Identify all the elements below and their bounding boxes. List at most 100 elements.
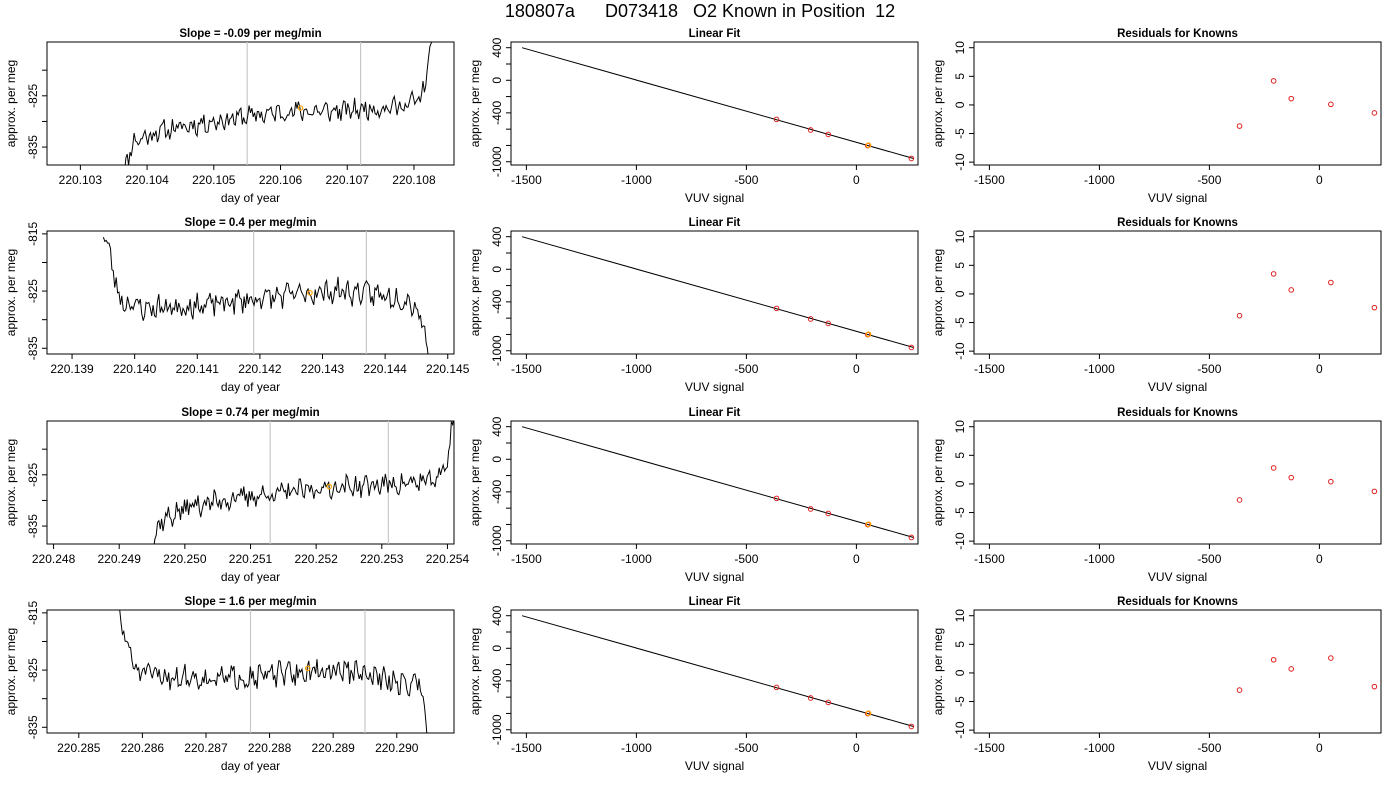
- x-tick-label: -1500: [511, 362, 542, 376]
- y-tick-label: 0: [953, 290, 967, 297]
- known-point: [807, 695, 814, 701]
- x-tick-label: -1500: [974, 552, 1005, 566]
- known-point: [825, 699, 832, 706]
- y-tick-label: -1000: [490, 335, 504, 366]
- y-tick-label: 10: [953, 609, 967, 623]
- y-tick-label: -400: [490, 480, 504, 504]
- y-tick-label: 10: [953, 41, 967, 55]
- y-tick-label: -825: [26, 462, 40, 486]
- residual-point: [1371, 683, 1378, 690]
- x-axis-label: VUV signal: [685, 759, 744, 773]
- figure-title: 180807a D073418 O2 Known in Position 12: [504, 1, 896, 21]
- panel-fit-1: Linear Fit -1500 -1000 -500 0 VUV signal -1000…: [468, 28, 919, 205]
- x-tick-label: 220.105: [192, 173, 236, 187]
- known-point: [773, 116, 780, 123]
- x-tick-label: 220.249: [98, 552, 142, 566]
- x-tick-label: 220.104: [125, 173, 169, 187]
- known-point: [908, 344, 915, 351]
- x-tick-label: 220.106: [259, 173, 303, 187]
- y-tick-label: -5: [953, 507, 967, 518]
- known-point: [773, 305, 780, 312]
- known-point: [773, 495, 780, 502]
- x-tick-label: -1500: [974, 741, 1005, 755]
- x-tick-label: 220.108: [392, 173, 436, 187]
- y-axis-label: approx. per meg: [468, 628, 482, 715]
- x-tick-label: -1000: [1084, 552, 1115, 566]
- x-tick-label: 220.248: [32, 552, 76, 566]
- plot-area: [521, 47, 915, 162]
- y-axis-label: approx. per meg: [468, 249, 482, 336]
- x-axis-label: VUV signal: [1148, 380, 1207, 394]
- x-tick-label: 220.251: [229, 552, 273, 566]
- panel-timeseries-1: Slope = -0.09 per meg/min 220.103 220.104 2…: [4, 28, 455, 205]
- y-tick-label: -400: [490, 101, 504, 125]
- x-tick-label: -1000: [1084, 362, 1115, 376]
- known-point: [807, 127, 814, 133]
- plot-frame: [973, 420, 1382, 545]
- x-tick-label: 0: [1316, 173, 1323, 187]
- y-tick-label: -815: [26, 601, 40, 625]
- x-tick-label: -500: [1197, 173, 1221, 187]
- y-tick-label: 400: [490, 605, 504, 625]
- y-axis-label: approx. per meg: [931, 439, 945, 526]
- plot-area: [521, 236, 915, 351]
- fit-line: [521, 47, 914, 159]
- y-axis-label: approx. per meg: [931, 628, 945, 715]
- x-tick-label: 220.103: [59, 173, 103, 187]
- x-tick-label: -500: [1197, 552, 1221, 566]
- known-point: [825, 320, 832, 327]
- plot-area: [124, 42, 433, 165]
- y-tick-label: 5: [953, 73, 967, 80]
- x-tick-label: 220.250: [163, 552, 207, 566]
- fit-line: [521, 236, 914, 348]
- residual-point: [1236, 687, 1243, 693]
- plot-area: [1236, 271, 1378, 319]
- y-axis-label: approx. per meg: [4, 628, 18, 715]
- y-tick-label: 0: [953, 101, 967, 108]
- highlight-marker: [307, 289, 313, 296]
- y-tick-label: 400: [490, 37, 504, 57]
- known-point: [773, 684, 780, 691]
- y-tick-label: -825: [26, 83, 40, 107]
- y-tick-label: 5: [953, 641, 967, 648]
- y-tick-label: -10: [953, 153, 967, 171]
- plot-frame: [510, 420, 919, 545]
- x-axis-label: VUV signal: [1148, 191, 1207, 205]
- plot-frame: [973, 230, 1382, 355]
- plot-frame: [46, 230, 455, 355]
- y-tick-label: -5: [953, 128, 967, 139]
- x-tick-label: -500: [1197, 362, 1221, 376]
- y-tick-label: -5: [953, 696, 967, 707]
- y-tick-label: 10: [953, 420, 967, 434]
- y-tick-label: 0: [490, 77, 504, 84]
- residual-point: [1328, 478, 1334, 485]
- panel-title: Linear Fit: [689, 28, 741, 40]
- residual-point: [1288, 666, 1295, 672]
- x-tick-label: 220.144: [363, 362, 407, 376]
- y-tick-label: -835: [26, 715, 40, 739]
- known-point: [807, 316, 814, 322]
- y-tick-label: -825: [26, 279, 40, 303]
- highlight-point: [865, 521, 872, 528]
- panel-title: Slope = 1.6 per meg/min: [185, 596, 317, 608]
- panel-title: Slope = 0.74 per meg/min: [181, 407, 319, 419]
- residual-point: [1236, 497, 1243, 503]
- residual-point: [1328, 101, 1334, 108]
- x-axis-label: day of year: [221, 759, 280, 773]
- known-point: [825, 131, 832, 138]
- x-tick-label: -500: [1197, 741, 1221, 755]
- x-tick-label: -500: [734, 741, 758, 755]
- residual-point: [1371, 304, 1378, 311]
- highlight-marker: [304, 665, 311, 672]
- plot-frame: [46, 41, 455, 166]
- plot-frame: [973, 609, 1382, 734]
- x-tick-label: 0: [1316, 741, 1323, 755]
- x-tick-label: 220.254: [426, 552, 470, 566]
- x-axis-label: day of year: [221, 380, 280, 394]
- y-axis-label: approx. per meg: [468, 60, 482, 147]
- plot-area: [521, 426, 915, 541]
- x-tick-label: 220.253: [360, 552, 404, 566]
- plot-area: [1236, 78, 1378, 129]
- known-point: [825, 510, 832, 517]
- x-tick-label: -1000: [621, 552, 652, 566]
